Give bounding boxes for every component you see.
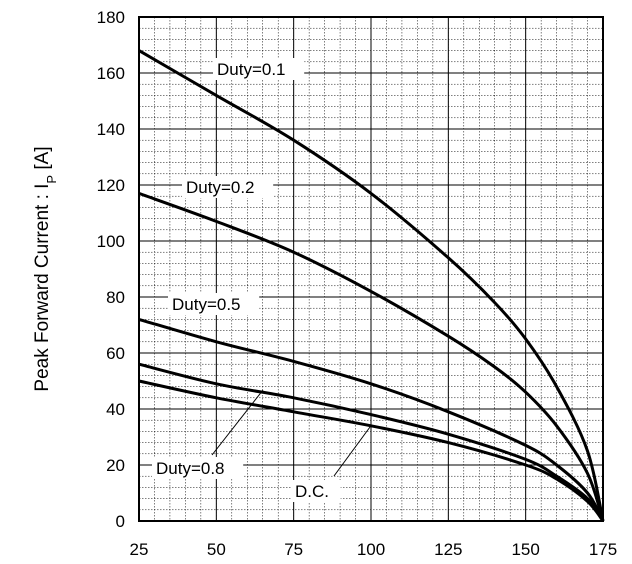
series-label-0: Duty=0.1 [217,60,286,79]
y-tick-label: 120 [97,176,125,195]
series-label-2: Duty=0.5 [172,295,241,314]
y-tick-label: 40 [106,400,125,419]
series-label-3: Duty=0.8 [156,459,225,478]
series-label-bg [213,58,305,80]
series-label-bg [168,293,260,315]
series-label-4: D.C. [295,482,329,501]
y-tick-label: 20 [106,456,125,475]
series-label-bg [291,480,341,502]
y-tick-label: 100 [97,232,125,251]
series-label-bg [182,176,274,198]
series-line-0 [138,49,605,522]
y-axis-label: Peak Forward Current : IP [A] [32,146,59,391]
y-axis-label-unit: [A] [32,146,53,175]
series-label-bg [152,457,244,479]
series-label-leader [333,426,371,477]
x-tick-label: 50 [207,540,226,559]
series-line-1 [138,191,605,522]
series-labels: Duty=0.1 Duty=0.2 Duty=0.5 Duty=0.8 D.C. [152,58,371,502]
y-tick-label: 60 [106,344,125,363]
x-tick-label: 100 [357,540,385,559]
series-label-1: Duty=0.2 [186,178,255,197]
y-tick-label: 160 [97,64,125,83]
y-tick-label: 80 [106,288,125,307]
y-tick-label: 0 [116,512,125,531]
x-tick-label: 25 [130,540,149,559]
x-tick-label: 125 [434,540,462,559]
plot-frame [138,16,604,522]
y-axis-label-subscript: P [44,175,59,184]
series-line-3 [138,362,605,522]
series-lines [138,49,605,522]
x-tick-label: 175 [589,540,617,559]
y-tick-labels: 0 20 40 60 80 100 120 140 160 180 [97,8,125,531]
x-tick-label: 150 [511,540,539,559]
y-tick-label: 140 [97,120,125,139]
series-line-2 [138,317,605,522]
x-tick-label: 75 [284,540,303,559]
y-axis-label-main: Peak Forward Current : I [32,184,53,392]
series-line-4 [138,379,605,522]
series-label-leader [211,389,264,456]
y-tick-label: 180 [97,8,125,27]
x-tick-labels: 25 50 75 100 125 150 175 [130,540,618,559]
